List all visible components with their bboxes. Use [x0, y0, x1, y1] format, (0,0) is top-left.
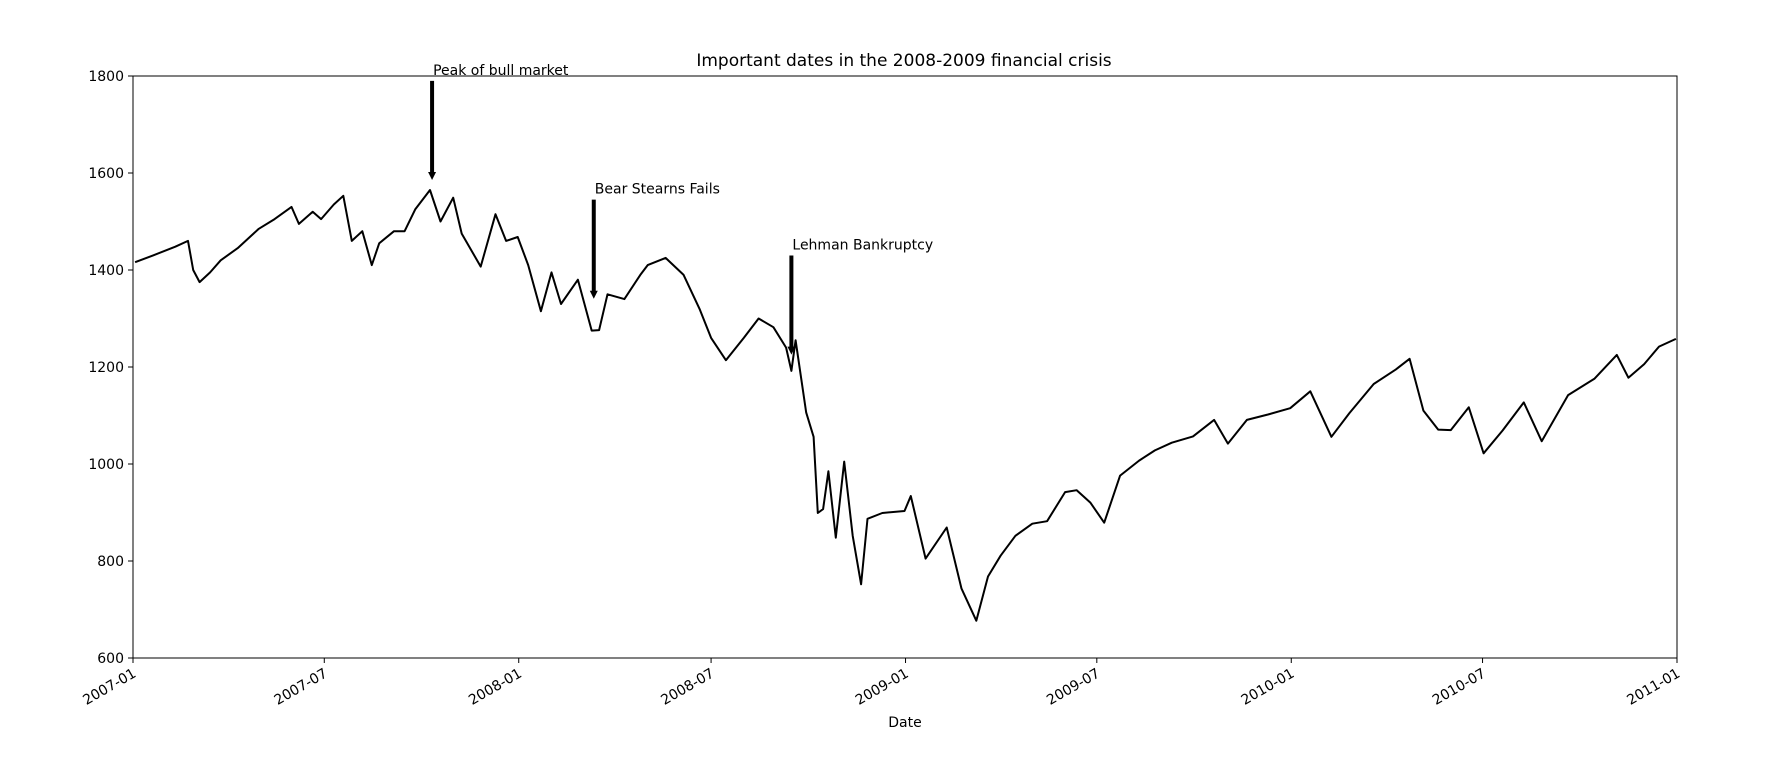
x-axis: 2007-01 2007-07 2008-01 2008-07 2009-01 2009-…	[80, 658, 1683, 709]
x-tick-label: 2008-01	[466, 666, 525, 709]
chart-title: Important dates in the 2008-2009 financi…	[696, 51, 1111, 71]
x-tick-label: 2007-01	[80, 666, 139, 709]
x-tick-label: 2009-07	[1044, 666, 1103, 709]
annotation-arrow-head	[787, 346, 796, 355]
x-tick-label: 2008-07	[658, 666, 717, 709]
annotations: Peak of bull market Bear Stearns Fails Leh…	[428, 63, 933, 355]
y-tick-label: 800	[97, 554, 124, 570]
x-tick-label: 2009-01	[853, 666, 912, 709]
x-tick-label: 2007-07	[272, 666, 331, 709]
x-tick-label: 2010-07	[1430, 666, 1489, 709]
plot-frame	[132, 75, 1678, 659]
y-axis: 600 800 1000 1200 1400 1600 1800	[88, 69, 133, 667]
y-tick-label: 1200	[88, 360, 124, 376]
y-tick-label: 1800	[88, 69, 124, 85]
y-tick-label: 600	[97, 651, 124, 667]
y-tick-label: 1600	[88, 166, 124, 182]
x-tick-label: 2011-01	[1624, 666, 1683, 709]
y-tick-label: 1000	[88, 457, 124, 473]
annotation: Lehman Bankruptcy	[787, 237, 933, 355]
annotation-arrow-head	[428, 171, 437, 180]
series-line	[134, 189, 1677, 622]
y-tick-label: 1400	[88, 263, 124, 279]
annotation-label: Bear Stearns Fails	[595, 182, 720, 198]
annotation: Bear Stearns Fails	[589, 182, 720, 299]
x-tick-label: 2010-01	[1239, 666, 1298, 709]
annotation-label: Lehman Bankruptcy	[792, 237, 933, 253]
annotation: Peak of bull market	[428, 63, 569, 180]
x-axis-label: Date	[888, 715, 921, 731]
annotation-arrow-head	[589, 290, 598, 299]
annotation-label: Peak of bull market	[433, 63, 569, 79]
